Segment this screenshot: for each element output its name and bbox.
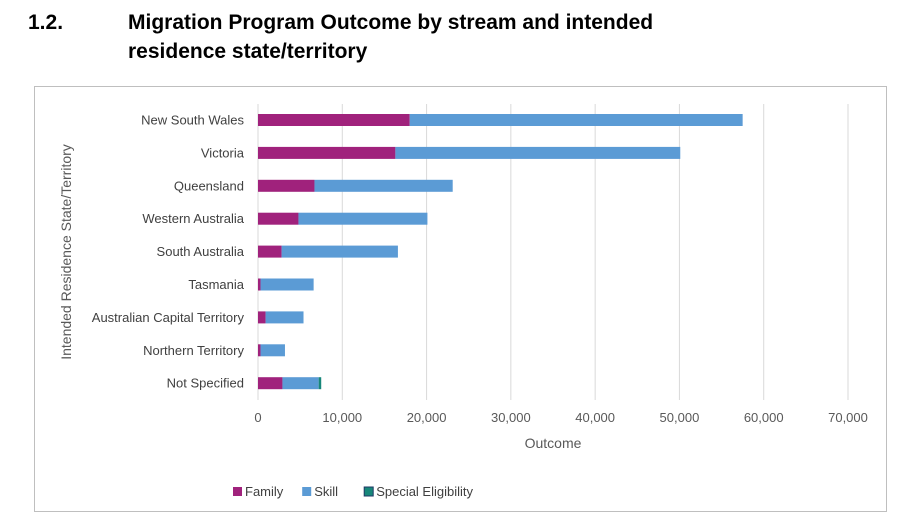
x-tick-label: 70,000	[828, 410, 868, 425]
bar-family-not-specified	[258, 377, 283, 390]
bar-skill-south-australia	[281, 245, 398, 258]
bar-skill-tasmania	[260, 278, 314, 291]
bar-skill-queensland	[314, 179, 453, 192]
bar-family-australian-capital-territory	[258, 311, 266, 324]
x-tick-label: 10,000	[322, 410, 362, 425]
y-tick-label: New South Wales	[141, 113, 244, 128]
x-tick-label: 20,000	[407, 410, 447, 425]
x-axis-title: Outcome	[525, 435, 582, 451]
y-tick-label: Queensland	[174, 178, 244, 193]
y-tick-label: South Australia	[157, 244, 245, 259]
bar-skill-not-specified	[282, 377, 319, 390]
bar-special-eligibility-not-specified	[318, 377, 322, 390]
bar-skill-australian-capital-territory	[265, 311, 304, 324]
section-number: 1.2.	[28, 11, 64, 34]
y-tick-label: Northern Territory	[143, 343, 244, 358]
legend-swatch-special-eligibility	[363, 486, 374, 497]
bar-family-victoria	[258, 146, 396, 159]
bar-family-northern-territory	[258, 344, 261, 357]
bar-skill-western-australia	[298, 212, 428, 225]
x-tick-label: 40,000	[575, 410, 615, 425]
y-tick-label: Western Australia	[142, 211, 244, 226]
legend-label-skill: Skill	[314, 484, 338, 499]
bar-family-western-australia	[258, 212, 299, 225]
section-title: Migration Program Outcome by stream and …	[128, 11, 654, 63]
x-tick-label: 60,000	[744, 410, 784, 425]
bar-family-new-south-wales	[258, 114, 410, 126]
y-tick-label: Tasmania	[188, 277, 244, 292]
bar-skill-victoria	[395, 146, 681, 159]
legend-swatch-skill	[302, 487, 312, 496]
y-tick-label: Not Specified	[167, 376, 244, 391]
x-tick-label: 0	[254, 410, 261, 425]
bar-family-south-australia	[258, 245, 282, 258]
x-tick-label: 50,000	[660, 410, 700, 425]
x-tick-label: 30,000	[491, 410, 531, 425]
y-tick-label: Australian Capital Territory	[92, 310, 245, 325]
bar-skill-new-south-wales	[409, 114, 743, 126]
bar-family-tasmania	[258, 278, 261, 291]
y-tick-label: Victoria	[201, 145, 245, 160]
legend-label-family: Family	[245, 484, 284, 499]
legend-swatch-family	[233, 487, 242, 496]
bar-family-queensland	[258, 179, 315, 192]
legend-label-special-eligibility: Special Eligibility	[376, 484, 473, 499]
bar-skill-northern-territory	[260, 344, 285, 357]
chart-frame	[34, 86, 887, 512]
y-axis-title: Intended Residence State/Territory	[58, 144, 74, 360]
